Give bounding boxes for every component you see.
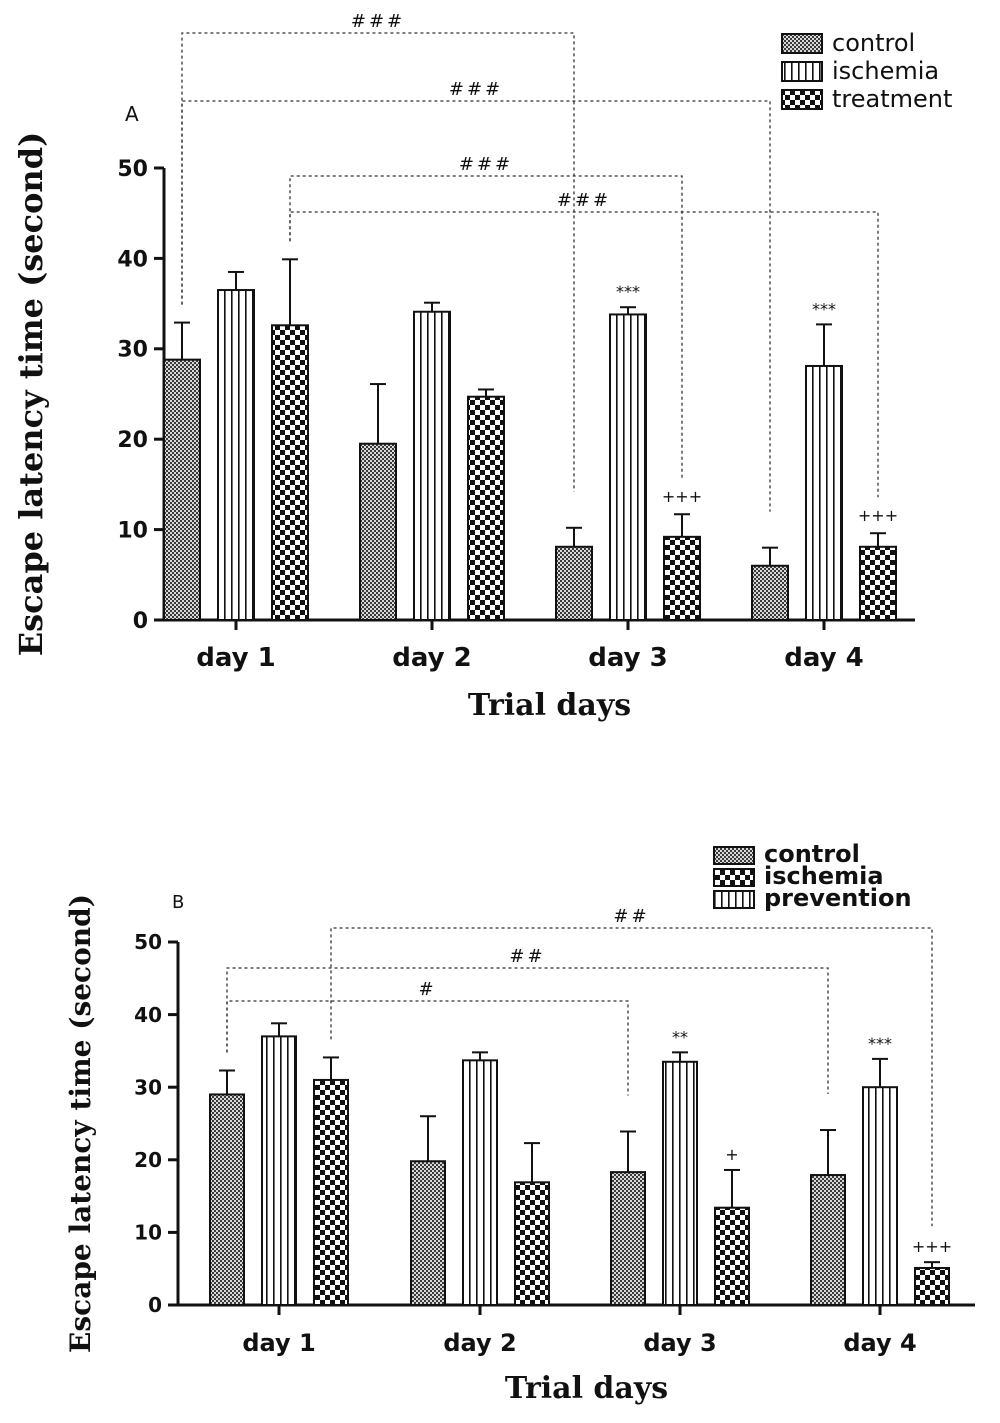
bar-control <box>410 1160 446 1306</box>
x-tick-label: day 1 <box>242 1329 315 1357</box>
bar-ischemia <box>662 1060 698 1307</box>
bar-control <box>610 1171 646 1306</box>
legend-label: ischemia <box>832 57 939 85</box>
legend-label: treatment <box>832 85 952 113</box>
chart-panel-b: 0 10 20 30 40 50 day 1 day 2 day 3 day 4 Trial day… <box>64 840 975 1406</box>
significance-hash: ### <box>557 190 611 211</box>
y-axis-title: Escape latency time (second) <box>12 132 50 656</box>
legend-swatch <box>713 890 755 909</box>
x-tick-label: day 2 <box>392 643 471 673</box>
bar-control <box>810 1174 846 1307</box>
legend-swatch <box>781 61 823 82</box>
significance-hash: ### <box>459 154 513 175</box>
significance-hash: ### <box>449 79 503 100</box>
bar-treatment <box>663 535 701 621</box>
x-tick-label: day 3 <box>588 643 667 673</box>
y-tick-label: 10 <box>134 1221 162 1245</box>
y-tick-label: 40 <box>134 1003 162 1027</box>
legend-swatch <box>781 89 823 110</box>
bar-control <box>359 442 397 621</box>
significance-bracket <box>289 175 683 479</box>
legend-swatch <box>713 846 755 865</box>
bar-prevention <box>313 1078 349 1306</box>
significance-bracket <box>289 211 879 498</box>
bar-ischemia <box>805 364 843 622</box>
significance-star: *** <box>616 282 640 301</box>
legend-swatch <box>781 33 823 54</box>
significance-star: *** <box>812 299 836 318</box>
y-tick-label: 40 <box>117 247 148 272</box>
bar-prevention <box>714 1206 750 1306</box>
bar-prevention <box>514 1181 550 1307</box>
bar-treatment <box>859 545 897 621</box>
bar-ischemia <box>413 310 451 621</box>
x-axis-title: Trial days <box>505 1371 668 1406</box>
legend-swatch <box>713 868 755 887</box>
bar-control <box>209 1093 245 1306</box>
bar-treatment <box>271 324 309 621</box>
significance-hash: # <box>418 979 436 1000</box>
significance-hash: ### <box>351 11 405 32</box>
legend-label: control <box>832 29 915 57</box>
bar-ischemia <box>609 313 647 621</box>
y-tick-label: 30 <box>117 338 148 363</box>
bar-control <box>751 564 789 622</box>
bar-ischemia <box>462 1059 498 1307</box>
legend-label: ischemia <box>764 862 884 890</box>
significance-plus: + <box>725 1145 738 1164</box>
y-tick-label: 0 <box>133 609 148 634</box>
bar-ischemia <box>261 1035 297 1306</box>
x-tick-label: day 4 <box>784 643 863 673</box>
significance-plus: +++ <box>912 1237 952 1256</box>
significance-bracket <box>181 100 771 512</box>
significance-bracket <box>226 967 829 1095</box>
panel-label: A <box>125 102 139 126</box>
y-axis-title: Escape latency time (second) <box>64 894 97 1353</box>
y-tick-label: 10 <box>117 519 148 544</box>
bar-control <box>163 358 201 621</box>
x-tick-label: day 1 <box>196 643 275 673</box>
significance-hash: ## <box>613 906 649 927</box>
bar-control <box>555 545 593 621</box>
x-tick-label: day 4 <box>843 1329 916 1357</box>
legend-label: control <box>764 840 860 868</box>
significance-star: ** <box>672 1027 688 1046</box>
x-tick-label: day 2 <box>443 1329 516 1357</box>
y-tick-label: 20 <box>117 428 148 453</box>
significance-star: *** <box>868 1034 892 1053</box>
significance-hash: ## <box>509 946 545 967</box>
y-tick-label: 0 <box>148 1293 162 1317</box>
legend-label: prevention <box>764 884 912 912</box>
significance-plus: +++ <box>858 506 898 525</box>
significance-plus: +++ <box>662 487 702 506</box>
panel-label: B <box>172 892 184 913</box>
y-tick-label: 30 <box>134 1075 162 1099</box>
bar-prevention <box>914 1266 950 1306</box>
x-axis-title: Trial days <box>468 688 631 723</box>
x-tick-label: day 3 <box>643 1329 716 1357</box>
chart-panel-a: 0 10 20 30 40 50 day 1 day 2 day 3 day 4 Trial day… <box>12 11 952 723</box>
y-tick-label: 20 <box>134 1148 162 1172</box>
y-tick-label: 50 <box>134 930 162 954</box>
significance-bracket <box>330 927 933 1227</box>
bar-ischemia <box>862 1086 898 1306</box>
bar-ischemia <box>217 289 255 621</box>
bar-treatment <box>467 395 505 621</box>
y-tick-label: 50 <box>117 157 148 182</box>
